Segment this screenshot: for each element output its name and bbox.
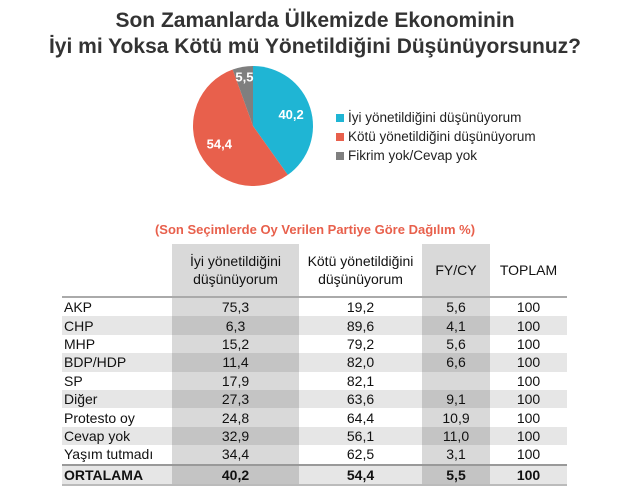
table-cell: 40,2 [172, 463, 299, 486]
legend-item: Kötü yönetildiğini düşünüyorum [336, 127, 536, 146]
pie-chart: 40,2 54,4 5,5 [193, 66, 313, 187]
column-header [62, 244, 172, 297]
legend: İyi yönetildiğini düşünüyorum Kötü yöneti… [336, 108, 536, 165]
table-row: BDP/HDP 11,4 82,0 6,6 100 [62, 353, 567, 372]
table-cell: 54,4 [299, 463, 422, 486]
row-label: AKP [62, 295, 172, 317]
table-cell: 6,3 [172, 316, 299, 335]
table-cell: 82,1 [346, 372, 375, 389]
table-cell: 3,1 [422, 445, 490, 465]
table-cell: 75,3 [172, 295, 299, 317]
table-cell: 63,6 [299, 389, 422, 409]
table-cell: 56,1 [299, 426, 422, 446]
row-label: ORTALAMA [62, 463, 172, 486]
chart-title-line-2: İyi mi Yoksa Kötü mü Yönetildiğini Düşün… [48, 35, 582, 58]
legend-label: İyi yönetildiğini düşünüyorum [348, 110, 522, 125]
table-header-row: İyi yönetildiğini düşünüyorum Kötü yönetil… [62, 244, 567, 297]
table-cell: 89,6 [299, 316, 422, 335]
pie-slice [232, 66, 253, 126]
table-row: Yaşım tutmadı 34,4 62,5 3,1 100 [62, 445, 567, 465]
table-subtitle: (Son Seçimlerde Oy Verilen Partiye Göre … [154, 222, 476, 237]
table-cell: 11,0 [422, 426, 490, 446]
table-cell [422, 371, 490, 390]
table-cell: 11,4 [172, 353, 299, 372]
column-header: TOPLAM [499, 262, 558, 278]
legend-item: İyi yönetildiğini düşünüyorum [336, 108, 536, 127]
data-table: İyi yönetildiğini düşünüyorum Kötü yönetil… [62, 244, 567, 486]
table-cell: 5,6 [422, 334, 490, 354]
column-header: FY/CY [422, 244, 490, 297]
table-cell: 82,0 [299, 353, 422, 372]
row-label: Protesto oy [64, 409, 135, 426]
row-label: Yaşım tutmadı [64, 446, 154, 463]
table-cell: 27,3 [172, 389, 299, 409]
table-row: Protesto oy 24,8 64,4 10,9 100 [62, 408, 567, 427]
table-row: AKP 75,3 19,2 5,6 100 [62, 295, 567, 317]
table-row: Cevap yok 32,9 56,1 11,0 100 [62, 426, 567, 446]
table-cell: 79,2 [346, 335, 375, 352]
table-cell: 15,2 [172, 334, 299, 354]
table-cell: 100 [516, 446, 541, 463]
table-cell: 19,2 [299, 295, 422, 317]
table-row: Diğer 27,3 63,6 9,1 100 [62, 389, 567, 409]
row-label: CHP [62, 316, 172, 335]
table-row: SP 17,9 82,1 100 [62, 371, 567, 390]
table-cell: 6,6 [422, 353, 490, 372]
table-cell: 62,5 [346, 446, 375, 463]
legend-label: Kötü yönetildiğini düşünüyorum [348, 129, 536, 144]
row-label: Cevap yok [62, 426, 172, 446]
table-cell: 100 [516, 409, 541, 426]
legend-swatch [336, 151, 344, 160]
table-cell: 100 [490, 295, 567, 317]
table-cell: 100 [516, 335, 541, 352]
table-cell: 64,4 [346, 409, 375, 426]
table-row: CHP 6,3 89,6 4,1 100 [62, 316, 567, 335]
chart-title-line-1: Son Zamanlarda Ülkemizde Ekonominin [115, 9, 515, 32]
table-cell: 32,9 [172, 426, 299, 446]
table-cell: 100 [490, 463, 567, 486]
table-cell: 34,4 [172, 445, 299, 465]
legend-label: Fikrim yok/Cevap yok [348, 148, 478, 163]
table-cell: 100 [490, 316, 567, 335]
legend-swatch [336, 132, 344, 141]
table-cell: 17,9 [172, 371, 299, 390]
table-cell: 4,1 [422, 316, 490, 335]
row-label: MHP [64, 335, 96, 352]
table-cell: 5,5 [422, 463, 490, 486]
legend-swatch [336, 113, 344, 122]
table-cell: 24,8 [172, 408, 299, 427]
column-header: İyi yönetildiğini düşünüyorum [172, 244, 299, 297]
pie-data-label: 40,2 [278, 107, 303, 122]
pie-slice [193, 69, 288, 187]
pie-data-label: 54,4 [207, 137, 233, 152]
pie-data-label: 5,5 [235, 70, 253, 85]
table-row: ORTALAMA 40,2 54,4 5,5 100 [62, 463, 567, 486]
row-label: BDP/HDP [62, 353, 172, 372]
legend-item: Fikrim yok/Cevap yok [336, 146, 536, 165]
table-cell: 10,9 [422, 408, 490, 427]
table-cell: 100 [490, 426, 567, 446]
table-row: MHP 15,2 79,2 5,6 100 [62, 334, 567, 354]
table-cell: 100 [490, 389, 567, 409]
column-header: Kötü yönetildiğini düşünüyorum [307, 253, 414, 287]
row-label: Diğer [62, 389, 172, 409]
table-cell: 9,1 [422, 389, 490, 409]
table-cell: 5,6 [422, 295, 490, 317]
table-cell: 100 [490, 353, 567, 372]
table-cell: 100 [516, 372, 541, 389]
pie-slice [253, 66, 313, 175]
row-label: SP [64, 372, 83, 389]
